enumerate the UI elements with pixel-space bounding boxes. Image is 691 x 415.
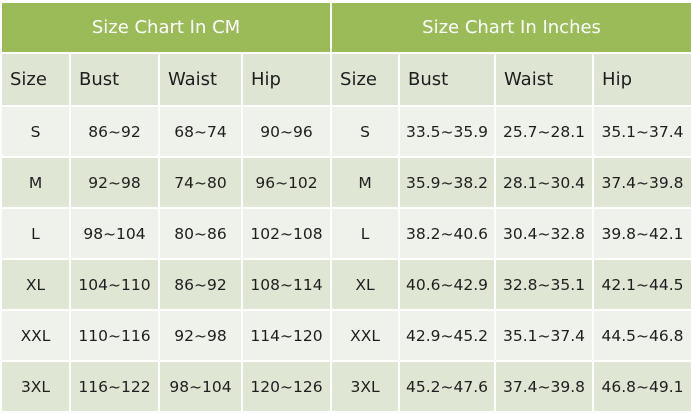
cm-cell: 110~116 <box>69 309 160 362</box>
inches-cell: 33.5~35.9 <box>398 105 497 158</box>
inches-cell: S <box>330 105 401 158</box>
cm-cell: 114~120 <box>240 309 333 362</box>
cm-cell: XL <box>0 258 71 311</box>
header-row: Size Bust Waist Hip Size Bust Waist Hip <box>0 52 691 107</box>
inches-cell: 35.1~37.4 <box>494 309 595 362</box>
cm-cell: 68~74 <box>158 105 243 158</box>
cm-cell: 116~122 <box>69 360 160 413</box>
inches-title: Size Chart In Inches <box>330 1 691 54</box>
cm-cell: 92~98 <box>158 309 243 362</box>
inches-cell: 42.1~44.5 <box>592 258 691 311</box>
inches-cell: 44.5~46.8 <box>592 309 691 362</box>
cm-cell: 80~86 <box>158 207 243 260</box>
inches-cell: 35.9~38.2 <box>398 156 497 209</box>
table-row: S 86~92 68~74 90~96 S 33.5~35.9 25.7~28.1 35.1~… <box>0 105 691 158</box>
inches-cell: 42.9~45.2 <box>398 309 497 362</box>
cm-cell: 90~96 <box>240 105 333 158</box>
inches-cell: 46.8~49.1 <box>592 360 691 413</box>
inches-cell: XL <box>330 258 401 311</box>
inches-cell: 37.4~39.8 <box>592 156 691 209</box>
cm-cell: 102~108 <box>240 207 333 260</box>
cm-cell: M <box>0 156 71 209</box>
cm-cell: 86~92 <box>69 105 160 158</box>
table-row: L 98~104 80~86 102~108 L 38.2~40.6 30.4~32.8 39… <box>0 207 691 260</box>
cm-cell: 92~98 <box>69 156 160 209</box>
table-row: 3XL 116~122 98~104 120~126 3XL 45.2~47.6 37.4~… <box>0 360 691 413</box>
inches-cell: 45.2~47.6 <box>398 360 497 413</box>
inches-cell: 37.4~39.8 <box>494 360 595 413</box>
inches-cell: 3XL <box>330 360 401 413</box>
inches-header-bust: Bust <box>398 52 497 107</box>
cm-cell: XXL <box>0 309 71 362</box>
inches-header-hip: Hip <box>592 52 691 107</box>
inches-cell: 30.4~32.8 <box>494 207 595 260</box>
inches-cell: L <box>330 207 401 260</box>
inches-cell: 35.1~37.4 <box>592 105 691 158</box>
cm-header-hip: Hip <box>240 52 333 107</box>
table-row: XXL 110~116 92~98 114~120 XXL 42.9~45.2 35.1~3… <box>0 309 691 362</box>
inches-cell: M <box>330 156 401 209</box>
cm-cell: 96~102 <box>240 156 333 209</box>
cm-cell: 86~92 <box>158 258 243 311</box>
cm-cell: L <box>0 207 71 260</box>
inches-cell: 39.8~42.1 <box>592 207 691 260</box>
table-row: M 92~98 74~80 96~102 M 35.9~38.2 28.1~30.4 37.4… <box>0 156 691 209</box>
cm-cell: 74~80 <box>158 156 243 209</box>
inches-cell: 38.2~40.6 <box>398 207 497 260</box>
cm-header-waist: Waist <box>158 52 243 107</box>
cm-title: Size Chart In CM <box>0 1 333 54</box>
inches-header-size: Size <box>330 52 401 107</box>
inches-cell: 40.6~42.9 <box>398 258 497 311</box>
cm-cell: 104~110 <box>69 258 160 311</box>
cm-cell: 120~126 <box>240 360 333 413</box>
inches-cell: XXL <box>330 309 401 362</box>
cm-cell: 3XL <box>0 360 71 413</box>
cm-cell: 98~104 <box>69 207 160 260</box>
inches-header-waist: Waist <box>494 52 595 107</box>
table-row: XL 104~110 86~92 108~114 XL 40.6~42.9 32.8~35.… <box>0 258 691 311</box>
inches-cell: 25.7~28.1 <box>494 105 595 158</box>
cm-header-size: Size <box>0 52 71 107</box>
cm-cell: 98~104 <box>158 360 243 413</box>
inches-cell: 28.1~30.4 <box>494 156 595 209</box>
cm-cell: S <box>0 105 71 158</box>
cm-header-bust: Bust <box>69 52 160 107</box>
cm-cell: 108~114 <box>240 258 333 311</box>
inches-cell: 32.8~35.1 <box>494 258 595 311</box>
